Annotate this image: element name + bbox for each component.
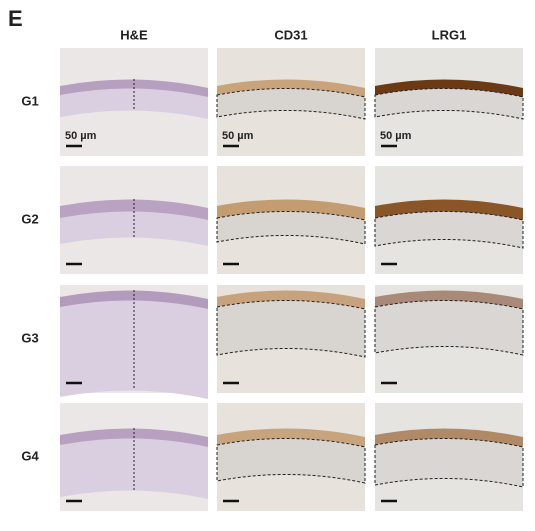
- stroma-layer: [375, 211, 523, 248]
- stroma-outline: [374, 299, 524, 356]
- epithelium-layer: [375, 290, 523, 309]
- stroma-layer: [217, 438, 365, 483]
- stroma-outline: [216, 437, 366, 484]
- row-label: G2: [21, 211, 38, 226]
- epithelium-layer: [375, 199, 523, 220]
- epithelium-layer: [375, 79, 523, 97]
- stroma-layer: [375, 438, 523, 487]
- epithelium-layer: [217, 428, 365, 447]
- stroma-layer: [217, 300, 365, 357]
- epithelium-layer: [375, 428, 523, 447]
- row-label: G1: [21, 93, 38, 108]
- column-header: H&E: [120, 27, 148, 42]
- stroma-layer: [375, 300, 523, 355]
- stroma-outline: [374, 210, 524, 249]
- epithelium-layer: [217, 79, 365, 97]
- scale-bar-label: 50 µm: [222, 130, 254, 142]
- stroma-outline: [374, 87, 524, 120]
- stroma-layer: [217, 88, 365, 119]
- row-label: G4: [21, 448, 39, 463]
- epithelium-layer: [60, 199, 208, 220]
- scale-bar-label: 50 µm: [65, 130, 97, 142]
- scale-bar-label: 50 µm: [380, 130, 412, 142]
- column-header: LRG1: [432, 27, 467, 42]
- panel-label: E: [8, 6, 23, 31]
- stroma-outline: [216, 210, 366, 245]
- stroma-layer: [375, 88, 523, 119]
- stroma-layer: [217, 211, 365, 244]
- stroma-outline: [216, 299, 366, 358]
- epithelium-layer: [217, 199, 365, 220]
- stroma-outline: [216, 87, 366, 120]
- epithelium-layer: [217, 290, 365, 309]
- column-header: CD31: [274, 27, 307, 42]
- row-label: G3: [21, 330, 38, 345]
- stroma-layer: [60, 300, 208, 399]
